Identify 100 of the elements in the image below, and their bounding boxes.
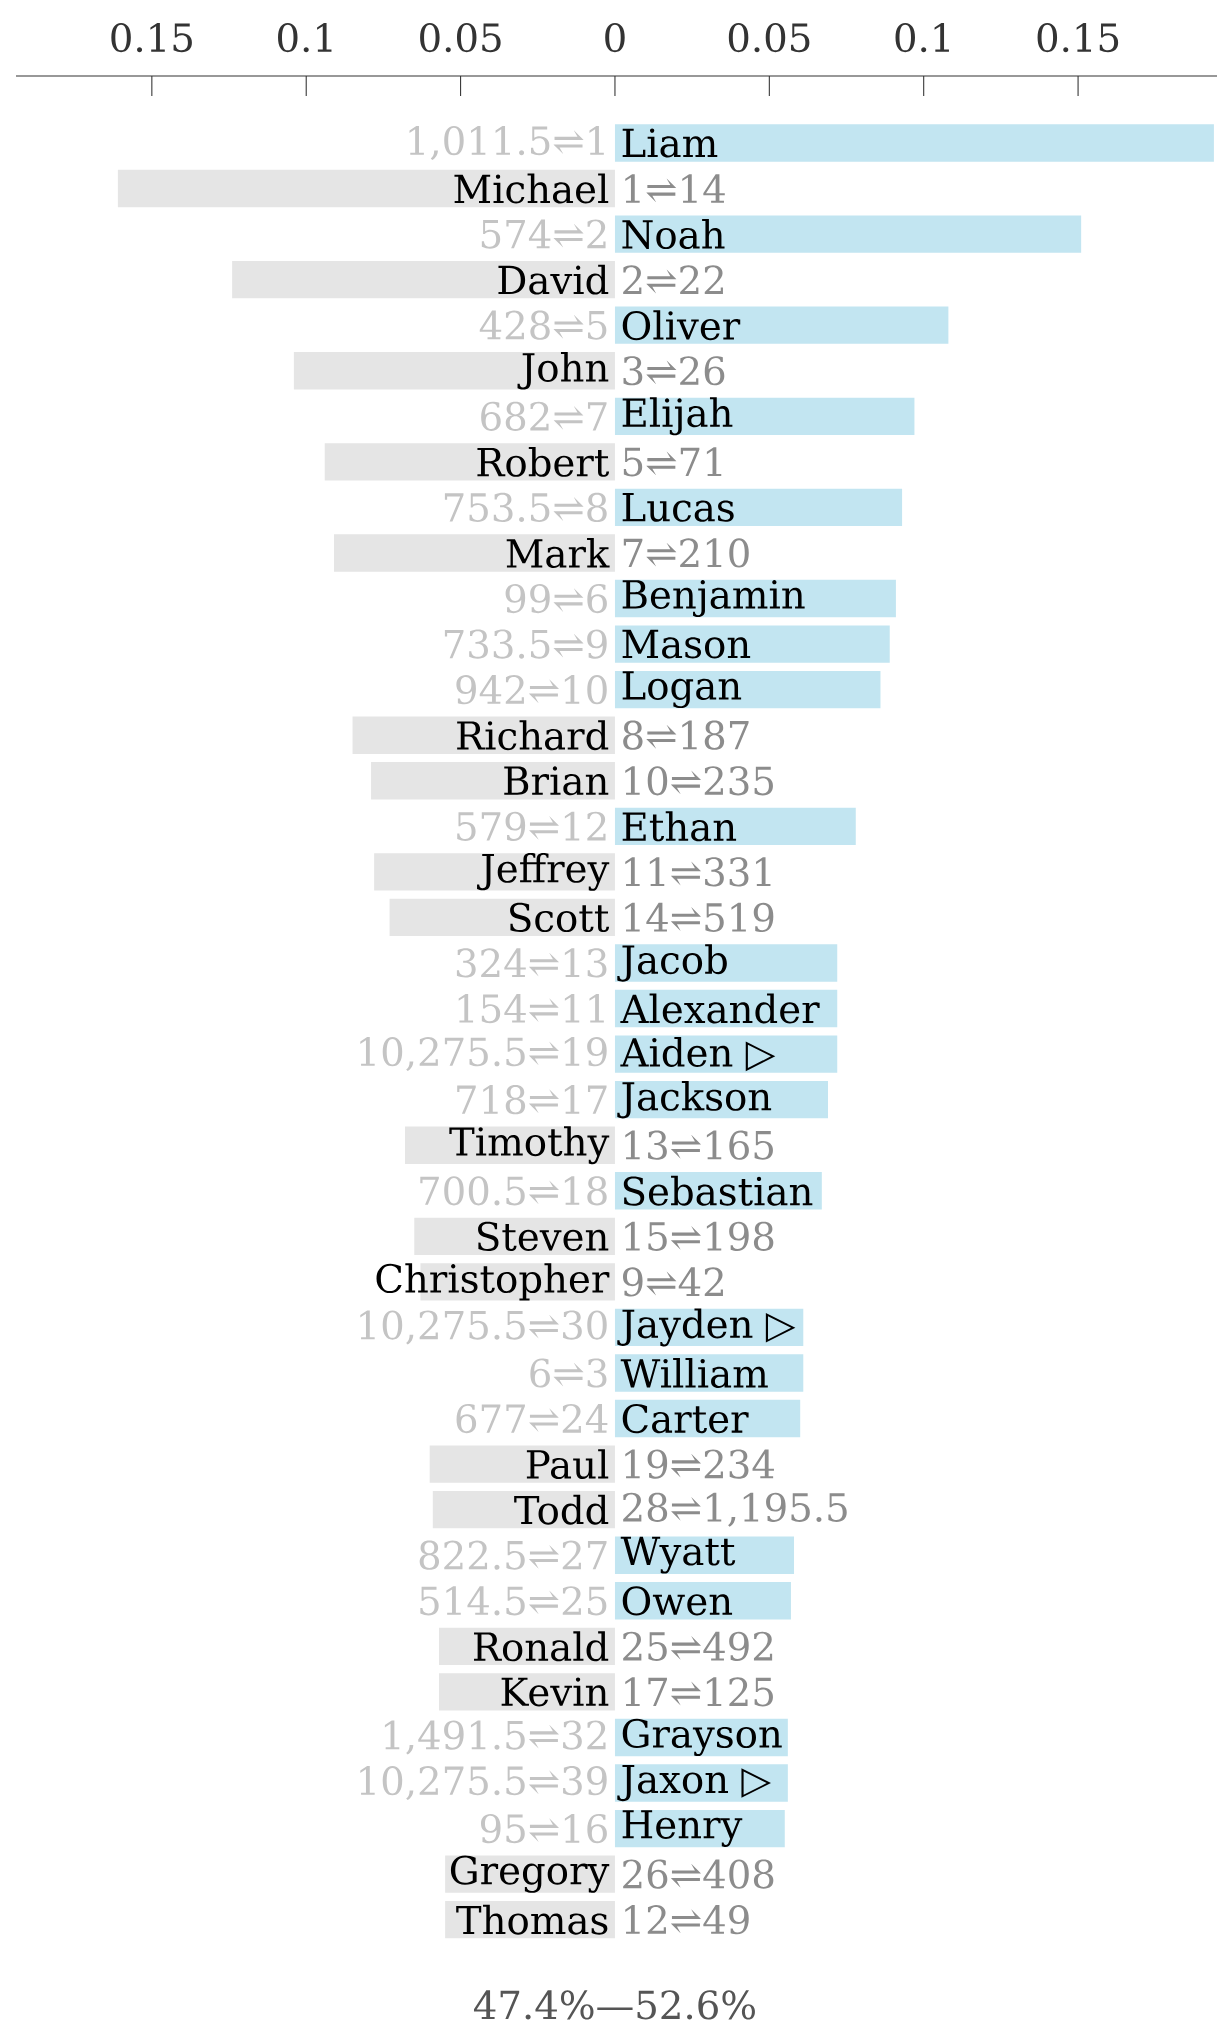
annotation: 13⇌165	[625, 1130, 773, 1160]
x-tick-label: 0.15	[1037, 22, 1119, 53]
y-tick-label: Gregory	[450, 1855, 610, 1893]
bar	[293, 352, 615, 390]
y-tick-label: Richard	[457, 720, 609, 751]
annotation: 10,275.5⇌19	[360, 1037, 607, 1072]
y-tick-label: Kevin	[501, 1677, 609, 1707]
annotation: 1,011.5⇌1	[409, 125, 604, 160]
annotation: 19⇌234	[625, 1449, 774, 1479]
y-tick-label: Jaxon ▷	[617, 1764, 771, 1802]
annotation: 15⇌198	[625, 1221, 774, 1251]
annotation: 26⇌408	[623, 1859, 774, 1889]
bar	[614, 397, 915, 435]
y-tick-label: Steven	[478, 1221, 609, 1251]
y-tick-label: Jeffrey	[477, 852, 610, 891]
y-tick-label: Logan	[622, 671, 742, 709]
annotation: 95⇌16	[480, 1813, 607, 1844]
y-tick-label: Jayden ▷	[617, 1308, 796, 1347]
y-tick-label: Timothy	[449, 1126, 610, 1165]
x-tick-label: 0.05	[420, 22, 501, 53]
y-tick-label: Scott	[510, 902, 610, 933]
annotation: 9⇌42	[622, 1267, 723, 1297]
annotation: 11⇌331	[625, 857, 771, 887]
annotation: 682⇌7	[481, 401, 607, 431]
y-tick-label: Henry	[622, 1810, 743, 1847]
y-tick-label: John	[517, 352, 609, 390]
bar	[334, 534, 615, 572]
y-tick-label: David	[498, 264, 609, 295]
y-tick-label: Grayson	[622, 1718, 782, 1757]
x-tick-label: 0.05	[728, 22, 810, 53]
y-tick-label: Lucas	[622, 493, 734, 522]
bar	[374, 853, 615, 891]
y-tick-label: Carter	[622, 1403, 749, 1434]
text: 47.4%—52.6%	[473, 1990, 755, 2020]
y-tick-label: Christopher	[376, 1263, 610, 1301]
y-tick-label: Jacob	[617, 944, 727, 982]
y-tick-label: Paul	[526, 1449, 609, 1480]
bar	[232, 260, 615, 299]
y-tick-label: Michael	[454, 173, 609, 204]
bar	[614, 944, 838, 982]
annotation: 428⇌5	[479, 310, 607, 340]
bar	[429, 1445, 615, 1483]
annotation: 17⇌125	[625, 1677, 773, 1707]
annotation: 14⇌519	[625, 902, 774, 933]
x-tick-label: 0.15	[111, 22, 192, 53]
y-tick-label: Robert	[477, 446, 610, 477]
annotation: 579⇌12	[457, 811, 606, 841]
y-tick-label: Aiden ▷	[620, 1037, 776, 1072]
annotation: 514.5⇌25	[420, 1586, 607, 1616]
y-tick-label: Mason	[622, 629, 751, 659]
annotation: 7⇌210	[623, 538, 749, 568]
annotation: 1⇌14	[625, 174, 725, 203]
annotation: 154⇌11	[458, 993, 604, 1024]
y-tick-label: Owen	[622, 1586, 733, 1616]
annotation: 99⇌6	[505, 583, 607, 614]
annotation: 718⇌17	[457, 1085, 607, 1115]
bar	[614, 215, 1082, 253]
bar	[389, 898, 615, 937]
bar	[614, 306, 949, 344]
annotation: 3⇌26	[623, 356, 725, 386]
annotation: 10,275.5⇌30	[360, 1310, 607, 1345]
x-tick-label: 0.1	[895, 22, 949, 53]
annotation: 10⇌235	[625, 766, 773, 796]
bar	[324, 443, 615, 481]
y-tick-label: Thomas	[456, 1904, 608, 1935]
y-tick-label: Noah	[622, 219, 725, 250]
annotation: 753.5⇌8	[444, 492, 607, 523]
annotation: 25⇌492	[623, 1631, 773, 1661]
bar	[614, 488, 903, 527]
x-tick-label: 0.1	[278, 22, 332, 53]
bar	[614, 124, 1214, 162]
y-tick-label: Ronald	[474, 1631, 609, 1662]
annotation: 677⇌24	[456, 1403, 608, 1434]
y-tick-label: Elijah	[622, 397, 733, 436]
bar	[614, 625, 890, 663]
annotation: 28⇌1,195.5	[623, 1492, 847, 1527]
y-tick-label: Alexander	[620, 993, 820, 1024]
y-tick-label: William	[620, 1358, 768, 1388]
y-tick-label: Ethan	[622, 811, 737, 842]
annotation: 2⇌22	[623, 265, 723, 294]
annotation: 324⇌13	[456, 948, 607, 978]
annotation: 822.5⇌27	[419, 1540, 607, 1570]
y-tick-label: Todd	[514, 1494, 609, 1525]
annotation: 733.5⇌9	[444, 629, 607, 659]
bar	[117, 169, 615, 208]
y-tick-label: Brian	[504, 766, 609, 796]
annotation: 1,491.5⇌32	[384, 1720, 606, 1755]
y-tick-label: Sebastian	[623, 1175, 813, 1206]
y-tick-label: Benjamin	[622, 580, 805, 618]
y-tick-label: Jackson	[617, 1080, 772, 1119]
annotation: 12⇌49	[625, 1905, 749, 1935]
annotation: 942⇌10	[456, 675, 607, 705]
y-tick-label: Mark	[506, 538, 610, 568]
annotation: 10,275.5⇌39	[360, 1766, 607, 1800]
y-tick-label: Oliver	[622, 310, 741, 341]
annotation: 574⇌2	[481, 219, 606, 249]
y-tick-label: Liam	[622, 128, 718, 158]
y-tick-label: Wyatt	[620, 1536, 736, 1574]
annotation: 700.5⇌18	[420, 1176, 607, 1206]
annotation: 6⇌3	[530, 1358, 607, 1388]
